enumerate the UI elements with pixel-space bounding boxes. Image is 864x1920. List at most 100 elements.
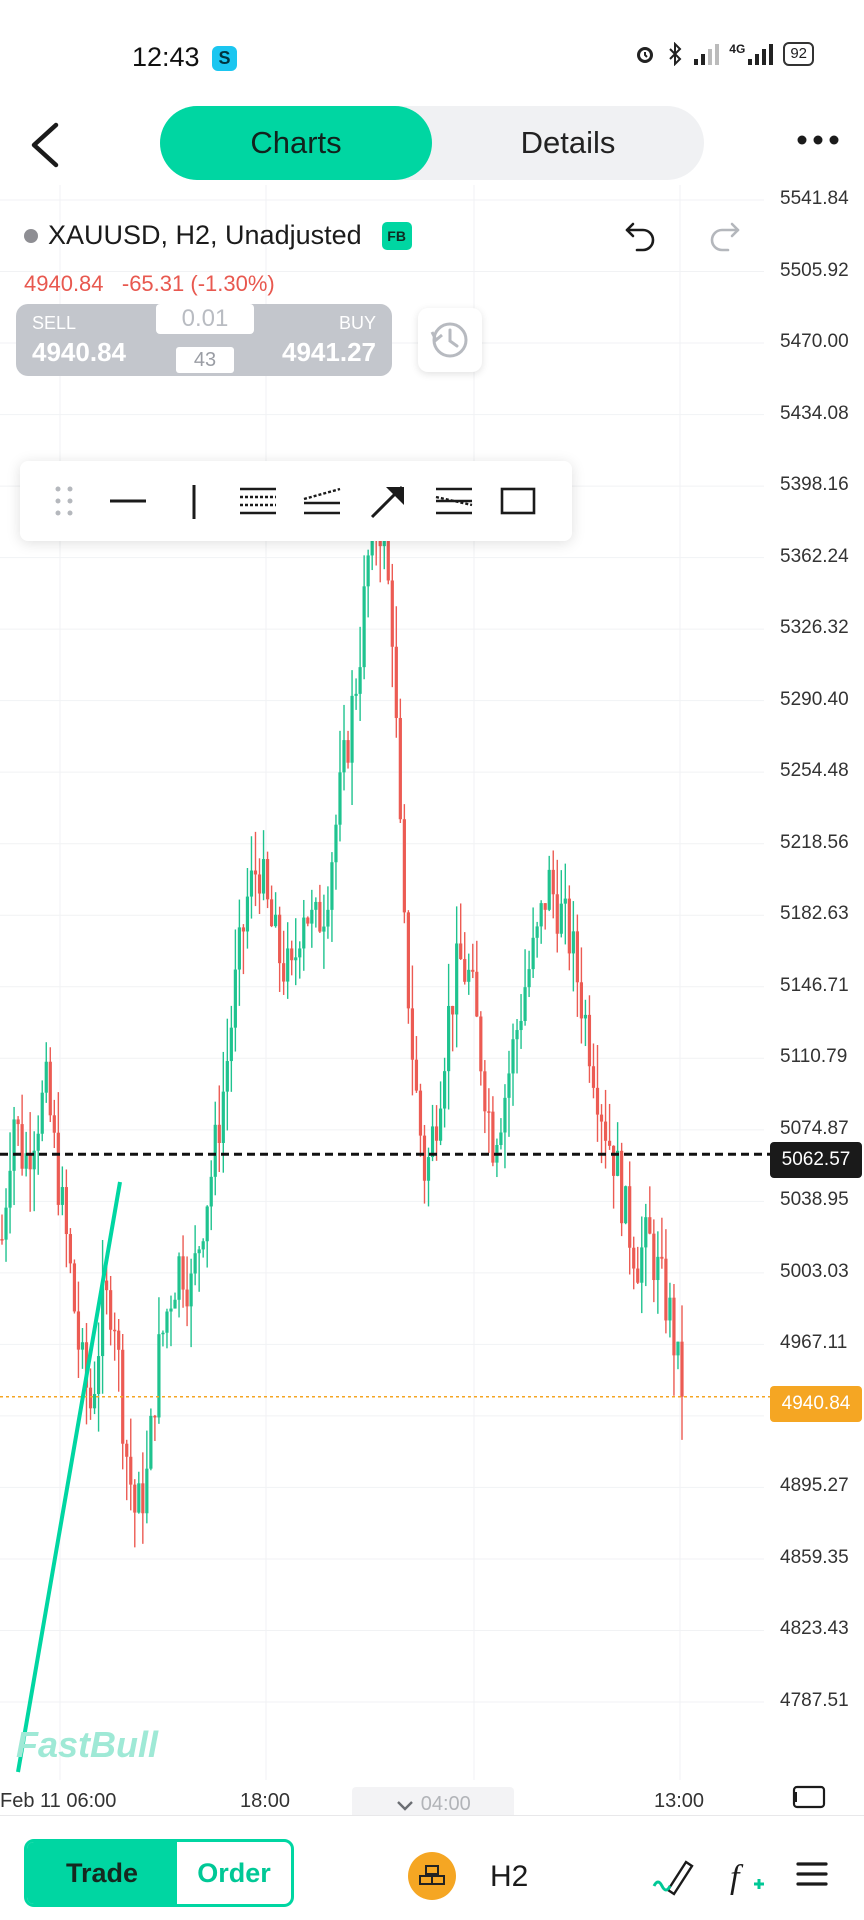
parallel-channel-icon[interactable]: [234, 477, 282, 525]
price-tick-label: 4967.11: [780, 1332, 848, 1354]
candle-body: [414, 1059, 419, 1091]
candle-body: [314, 901, 318, 910]
drag-handle-icon[interactable]: [40, 477, 88, 525]
instrument-header[interactable]: XAUUSD, H2, Unadjusted FB: [24, 220, 412, 251]
candle-body: [551, 869, 555, 895]
candle-body: [652, 1233, 656, 1281]
back-icon[interactable]: [22, 117, 72, 173]
candle-body: [225, 1061, 229, 1092]
price-tick-label: 5290.40: [780, 688, 849, 710]
candle-body: [72, 1263, 77, 1312]
candle-body: [330, 862, 334, 910]
candle-body: [64, 1187, 68, 1235]
lot-size-input[interactable]: 0.01: [156, 304, 254, 334]
price-tick-label: 5003.03: [780, 1260, 849, 1282]
vertical-line-icon[interactable]: [170, 477, 218, 525]
candle-body: [447, 1005, 451, 1072]
candle-body: [257, 874, 262, 894]
price-chart[interactable]: [0, 185, 864, 1810]
tab-details[interactable]: Details: [520, 125, 616, 160]
candle-body: [611, 1145, 616, 1176]
candle-body: [274, 914, 278, 927]
candle-body: [302, 917, 306, 949]
time-label-1: 18:00: [240, 1790, 291, 1812]
candle-body: [571, 931, 575, 954]
history-button[interactable]: [418, 308, 482, 372]
candle-body: [386, 536, 390, 581]
candle-body: [358, 667, 362, 694]
sell-price-button[interactable]: 4940.84: [32, 337, 126, 367]
candle-body: [4, 1207, 8, 1240]
status-icons: 4G 92: [633, 42, 814, 66]
chevron-down-icon: [397, 1800, 414, 1811]
candle-body: [52, 1115, 56, 1133]
candle-body: [354, 693, 358, 696]
candle-body: [640, 1247, 644, 1283]
candle-body: [636, 1268, 640, 1283]
candle-body: [157, 1334, 161, 1418]
candle-body: [209, 1176, 213, 1207]
candle-body: [455, 943, 459, 1015]
status-bar: 12:43 S 4G 92: [0, 0, 864, 110]
candle-body: [664, 1258, 668, 1321]
candle-body: [443, 1071, 447, 1109]
order-button[interactable]: Order: [197, 1858, 271, 1888]
candle-body: [165, 1311, 169, 1333]
candle-body: [290, 948, 294, 961]
redo-icon[interactable]: [706, 216, 742, 256]
price-tick-label: 5326.32: [780, 617, 849, 639]
candle-body: [483, 1071, 487, 1112]
reference-line-badge: 5062.57: [770, 1142, 862, 1178]
horizontal-line-icon[interactable]: [104, 477, 152, 525]
more-options-icon[interactable]: [794, 125, 842, 155]
tab-charts[interactable]: Charts: [160, 106, 432, 180]
candle-body: [129, 1456, 133, 1485]
candle-body: [531, 937, 535, 970]
price-tick-label: 5110.79: [780, 1046, 848, 1068]
candle-body: [88, 1387, 93, 1409]
candle-body: [668, 1297, 672, 1321]
candle-body: [418, 1090, 423, 1136]
candle-body: [278, 914, 282, 964]
indicator-icon[interactable]: f: [726, 1854, 768, 1898]
arrow-icon[interactable]: [364, 477, 412, 525]
candle-body: [149, 1415, 153, 1469]
spread-value: 43: [176, 347, 234, 373]
draw-pen-icon[interactable]: [652, 1856, 694, 1896]
price-tick-label: 5505.92: [780, 259, 849, 281]
price-change-row: 4940.84 -65.31 (-1.30%): [24, 271, 275, 297]
undo-icon[interactable]: [623, 216, 659, 256]
candle-body: [261, 859, 266, 894]
price-tick-label: 4859.35: [780, 1546, 849, 1568]
view-switcher: Charts Details: [160, 106, 704, 180]
market-status-dot: [24, 228, 38, 243]
buy-price-button[interactable]: 4941.27: [282, 337, 376, 367]
candle-body: [656, 1256, 660, 1281]
menu-icon[interactable]: [796, 1860, 828, 1888]
candle-body: [125, 1443, 129, 1457]
candle-body: [48, 1061, 52, 1116]
trade-button[interactable]: Trade: [27, 1842, 177, 1904]
fastbull-watermark: FastBull: [16, 1724, 159, 1765]
candle-body: [8, 1170, 12, 1208]
candle-body: [177, 1256, 181, 1300]
rectangle-icon[interactable]: [494, 477, 542, 525]
candle-body: [595, 1087, 600, 1115]
candle-body: [265, 859, 270, 900]
gold-bars-icon[interactable]: [408, 1852, 456, 1900]
time-label-2: 13:00: [654, 1790, 705, 1812]
candle-body: [253, 870, 258, 875]
chart-grid: [0, 185, 764, 1780]
candle-body: [117, 1330, 121, 1350]
fib-lines-icon[interactable]: [430, 477, 478, 525]
timeframe-selector[interactable]: H2: [490, 1860, 529, 1893]
price-tick-label: 4895.27: [780, 1475, 849, 1497]
candle-body: [402, 819, 406, 913]
candle-body: [410, 1008, 415, 1060]
svg-text:f: f: [730, 1859, 744, 1896]
candle-body: [197, 1249, 201, 1254]
trend-channel-icon[interactable]: [298, 477, 346, 525]
candle-body: [398, 717, 402, 820]
landscape-icon[interactable]: [792, 1784, 826, 1810]
bottom-bar: Trade Order H2 f: [0, 1815, 864, 1920]
